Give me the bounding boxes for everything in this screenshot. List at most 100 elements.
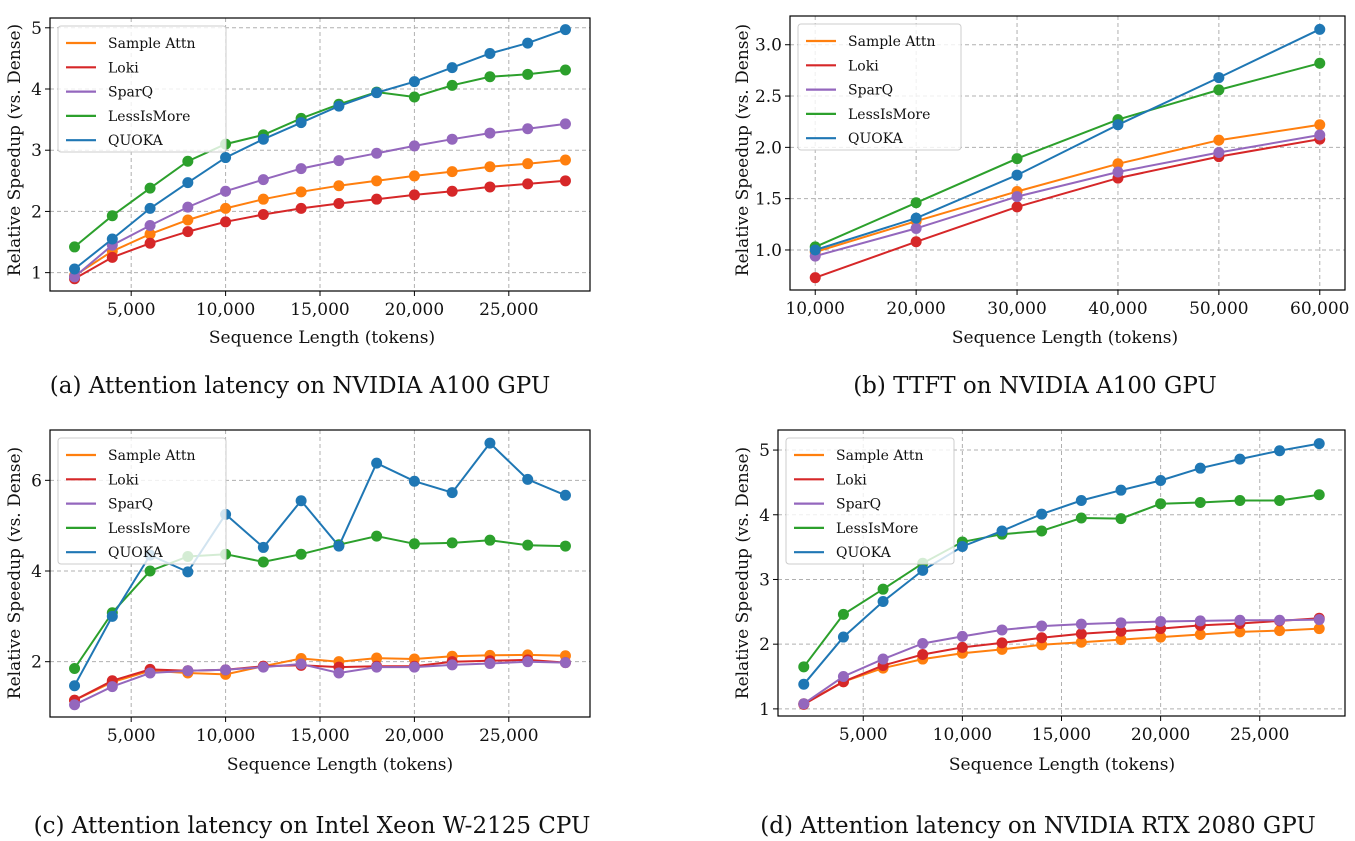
data-point [522, 473, 534, 485]
chart-panel-2: 5,000 10,000 15,000 20,000 25,000 2 4 6 Sample A… [5, 429, 591, 839]
series-line [73, 535, 566, 670]
data-point [1155, 631, 1167, 643]
x-tick-label: 20,000 [1131, 725, 1190, 745]
series-quoka [69, 24, 571, 275]
series-line [814, 138, 1320, 279]
data-point [837, 671, 849, 683]
axes-frame [49, 17, 591, 292]
subfigure-caption: (c) Attention latency on Intel Xeon W-21… [34, 813, 591, 839]
y-axis-label: Relative Speedup (vs. Dense) [733, 447, 753, 699]
data-point [446, 133, 458, 145]
data-point [559, 24, 571, 36]
data-point [1011, 153, 1023, 165]
x-tick-label: 15,000 [1032, 725, 1091, 745]
data-point [837, 608, 849, 620]
x-tick-label: 20,000 [886, 299, 945, 319]
data-point [809, 244, 821, 256]
legend-label: Sample Attn [108, 36, 196, 52]
data-point [1115, 625, 1127, 637]
series-line [74, 658, 566, 702]
series-line [803, 617, 1320, 706]
x-tick-label: 10,000 [196, 726, 255, 746]
series-line [73, 28, 566, 270]
chart-panel-0: 5,000 10,000 15,000 20,000 25,000 1 2 3 4 5 Sample… [5, 17, 591, 399]
data-point [522, 158, 534, 170]
series-line [74, 179, 566, 280]
data-point [1314, 57, 1326, 69]
x-tick-label: 15,000 [290, 726, 349, 746]
series-quoka [809, 23, 1326, 256]
data-point [910, 222, 922, 234]
data-point [1011, 201, 1023, 213]
data-point [910, 197, 922, 209]
data-point [371, 457, 383, 469]
legend-box [57, 25, 227, 153]
legend: Sample Attn Loki SparQ LessIsMore QUOKA [785, 437, 955, 565]
x-tick-label: 40,000 [1088, 299, 1147, 319]
data-point [559, 489, 571, 501]
data-point [106, 251, 118, 263]
data-point [1234, 453, 1246, 465]
data-point [1115, 513, 1127, 525]
data-point [1112, 158, 1124, 170]
legend-label: QUOKA [848, 131, 904, 147]
data-point [333, 180, 345, 192]
x-tick-label: 20,000 [385, 300, 444, 320]
series-line [73, 159, 566, 277]
y-tick-label: 3 [759, 570, 770, 590]
subfigure-caption: (d) Attention latency on NVIDIA RTX 2080… [760, 813, 1315, 839]
data-point [446, 487, 458, 499]
data-point [559, 175, 571, 187]
data-point [182, 226, 194, 238]
data-point [182, 665, 194, 677]
series-line [814, 123, 1320, 253]
x-axis-label: Sequence Length (tokens) [949, 755, 1175, 775]
series-line [73, 69, 566, 248]
data-point [446, 166, 458, 178]
data-point [1274, 495, 1286, 507]
legend: Sample Attn Loki SparQ LessIsMore QUOKA [57, 25, 227, 153]
y-tick-label: 2.0 [755, 138, 782, 158]
x-tick-label: 10,000 [785, 299, 844, 319]
series-line [803, 627, 1320, 705]
data-point [484, 534, 496, 546]
data-point [333, 667, 345, 679]
data-point [1036, 632, 1048, 644]
data-point [1075, 636, 1087, 648]
y-tick-label: 1.5 [755, 190, 782, 210]
data-point [295, 163, 307, 175]
data-point [809, 272, 821, 284]
data-point [446, 79, 458, 91]
legend-label: SparQ [108, 85, 153, 101]
data-point [798, 678, 810, 690]
legend-label: Loki [108, 60, 139, 76]
data-point [408, 475, 420, 487]
axes-frame [777, 429, 1346, 717]
data-point [1075, 628, 1087, 640]
series-line [74, 660, 566, 706]
data-point [295, 117, 307, 129]
x-tick-label: 5,000 [107, 726, 156, 746]
data-point [408, 538, 420, 550]
data-point [1036, 620, 1048, 632]
y-tick-label: 5 [759, 441, 770, 461]
data-point [295, 658, 307, 670]
data-point [1234, 614, 1246, 626]
y-axis-label: Relative Speedup (vs. Dense) [5, 447, 25, 699]
data-point [69, 263, 81, 275]
x-tick-label: 5,000 [107, 300, 156, 320]
data-point [220, 664, 232, 676]
data-point [295, 186, 307, 198]
data-point [484, 71, 496, 83]
data-point [522, 178, 534, 190]
series-line [814, 62, 1321, 248]
data-point [257, 208, 269, 220]
x-tick-label: 10,000 [196, 300, 255, 320]
legend-box [57, 437, 227, 565]
data-point [910, 236, 922, 248]
data-point [144, 228, 156, 240]
data-point [257, 541, 269, 553]
data-point [182, 155, 194, 167]
axes-frame [49, 429, 591, 718]
data-point [522, 123, 534, 135]
